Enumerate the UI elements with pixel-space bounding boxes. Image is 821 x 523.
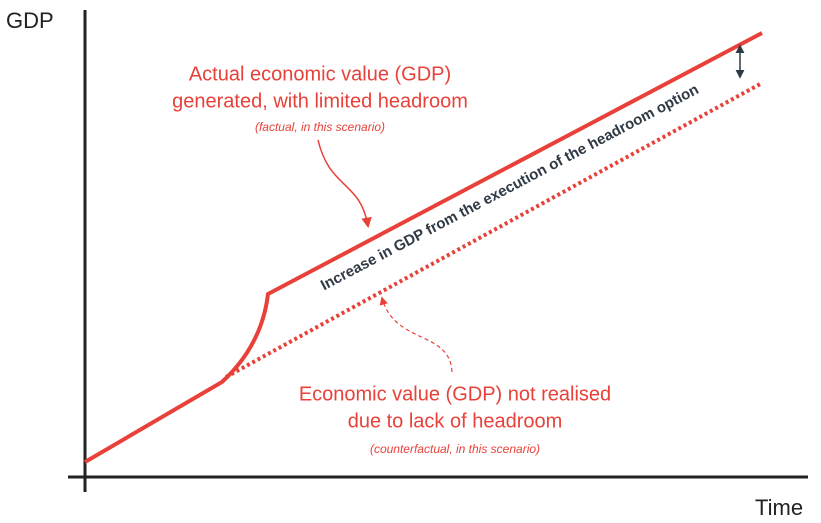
factual-note: (factual, in this scenario) xyxy=(255,120,385,134)
x-axis-label: Time xyxy=(755,495,803,520)
factual-label: generated, with limited headroom xyxy=(172,90,468,112)
factual-arrow xyxy=(317,139,372,229)
counterfactual-arrow xyxy=(379,296,453,373)
gap-label: Increase in GDP from the execution of th… xyxy=(318,81,702,294)
counterfactual-label: due to lack of headroom xyxy=(348,410,563,432)
y-axis-label: GDP xyxy=(6,8,54,33)
factual-line xyxy=(83,31,763,464)
factual-label: Actual economic value (GDP) xyxy=(189,63,451,85)
counterfactual-note: (counterfactual, in this scenario) xyxy=(370,442,540,456)
counterfactual-label: Economic value (GDP) not realised xyxy=(299,383,611,405)
